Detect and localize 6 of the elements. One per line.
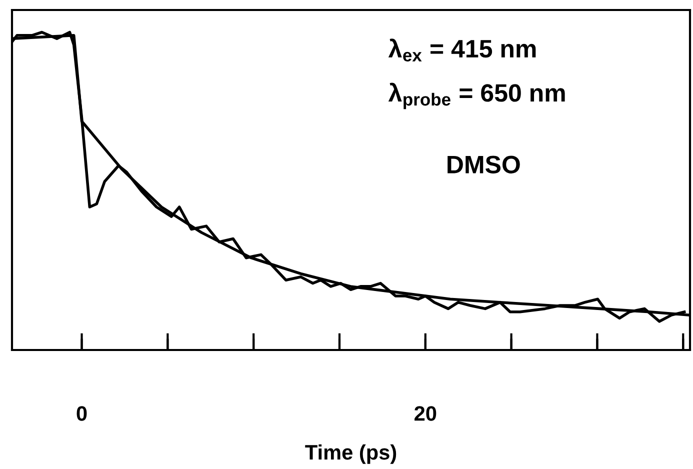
annotation: λ$_{probe}$ = 650 nm	[388, 82, 565, 110]
annotation: DMSO	[448, 156, 520, 174]
x-tick-label: 20	[414, 406, 436, 421]
annotation: λ$_{ex}$ = 415 nm	[388, 38, 536, 62]
x-tick-label: 0	[76, 406, 87, 421]
x-axis-title: Time (ps)	[305, 444, 396, 464]
